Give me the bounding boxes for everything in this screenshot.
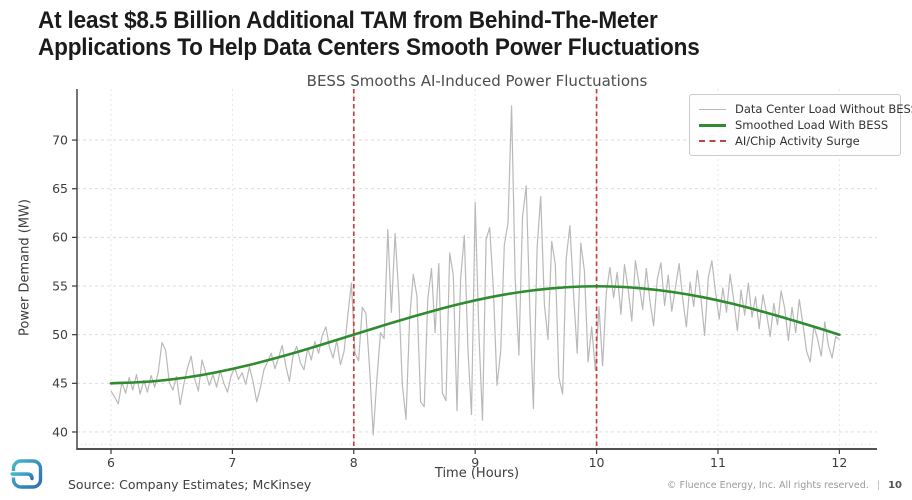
source-note: Source: Company Estimates; McKinsey [68, 477, 312, 492]
svg-text:60: 60 [52, 230, 68, 245]
chart-title: BESS Smooths AI-Induced Power Fluctuatio… [306, 72, 648, 90]
page-title: At least $8.5 Billion Additional TAM fro… [38, 7, 700, 61]
copyright-separator: | [876, 480, 881, 491]
svg-text:8: 8 [350, 455, 358, 470]
chart-legend: Data Center Load Without BESS Smoothed L… [689, 94, 912, 156]
gray-line-swatch-icon [699, 108, 726, 110]
svg-text:6: 6 [107, 455, 115, 470]
copyright-text: © Fluence Energy, Inc. All rights reserv… [666, 480, 869, 491]
y-axis-label: Power Demand (MW) [17, 199, 33, 336]
svg-text:40: 40 [52, 424, 68, 439]
svg-text:70: 70 [52, 132, 68, 147]
page-number: 10 [888, 480, 902, 491]
copyright-note: © Fluence Energy, Inc. All rights reserv… [667, 480, 902, 491]
svg-text:9: 9 [471, 455, 479, 470]
legend-item-surge: AI/Chip Activity Surge [699, 133, 891, 149]
fluence-logo [10, 459, 43, 489]
page-title-line1: At least $8.5 Billion Additional TAM fro… [38, 7, 658, 34]
legend-item-with-bess: Smoothed Load With BESS [699, 117, 891, 133]
svg-text:7: 7 [228, 455, 236, 470]
red-dashed-swatch-icon [699, 140, 726, 142]
svg-text:65: 65 [52, 181, 68, 196]
legend-item-without-bess: Data Center Load Without BESS [699, 101, 912, 117]
legend-label: Smoothed Load With BESS [735, 118, 889, 132]
legend-label: Data Center Load Without BESS [735, 102, 912, 116]
svg-text:10: 10 [589, 455, 605, 470]
green-line-swatch-icon [699, 123, 726, 127]
svg-text:50: 50 [52, 327, 68, 342]
svg-text:12: 12 [831, 455, 847, 470]
legend-label: AI/Chip Activity Surge [735, 134, 860, 148]
x-axis-label: Time (Hours) [434, 466, 520, 481]
svg-text:55: 55 [52, 278, 68, 293]
svg-text:45: 45 [52, 376, 68, 391]
svg-text:11: 11 [710, 455, 726, 470]
page-title-line2: Applications To Help Data Centers Smooth… [38, 34, 700, 61]
